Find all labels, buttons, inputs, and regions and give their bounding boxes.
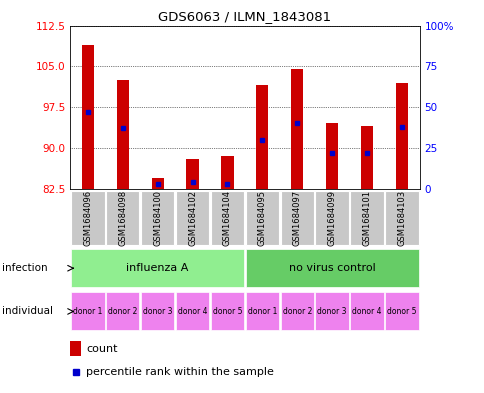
- Bar: [349, 191, 383, 245]
- Bar: [325, 123, 338, 189]
- Text: count: count: [86, 344, 117, 354]
- Text: GSM1684103: GSM1684103: [397, 190, 406, 246]
- Bar: [245, 292, 279, 331]
- Bar: [221, 156, 233, 189]
- Bar: [70, 342, 81, 356]
- Text: donor 3: donor 3: [143, 307, 172, 316]
- Bar: [245, 249, 418, 287]
- Bar: [349, 292, 383, 331]
- Text: donor 4: donor 4: [178, 307, 207, 316]
- Bar: [210, 292, 244, 331]
- Bar: [245, 191, 279, 245]
- Text: donor 1: donor 1: [247, 307, 276, 316]
- Text: influenza A: influenza A: [126, 263, 188, 273]
- Bar: [106, 292, 139, 331]
- Bar: [186, 159, 198, 189]
- Bar: [315, 292, 348, 331]
- Bar: [280, 191, 314, 245]
- Text: GSM1684097: GSM1684097: [292, 190, 301, 246]
- Bar: [384, 191, 418, 245]
- Bar: [395, 83, 408, 189]
- Bar: [175, 191, 209, 245]
- Bar: [81, 44, 94, 189]
- Text: GSM1684099: GSM1684099: [327, 190, 336, 246]
- Text: GSM1684100: GSM1684100: [153, 190, 162, 246]
- Bar: [116, 80, 129, 189]
- Bar: [71, 249, 244, 287]
- Text: donor 1: donor 1: [73, 307, 102, 316]
- Text: no virus control: no virus control: [288, 263, 375, 273]
- Text: GSM1684101: GSM1684101: [362, 190, 371, 246]
- Text: infection: infection: [2, 263, 48, 273]
- Bar: [280, 292, 314, 331]
- Text: percentile rank within the sample: percentile rank within the sample: [86, 367, 273, 377]
- Text: GSM1684104: GSM1684104: [223, 190, 231, 246]
- Bar: [384, 292, 418, 331]
- Bar: [151, 178, 164, 189]
- Text: GSM1684096: GSM1684096: [83, 190, 92, 246]
- Text: GSM1684098: GSM1684098: [118, 190, 127, 246]
- Bar: [71, 292, 105, 331]
- Text: donor 2: donor 2: [282, 307, 311, 316]
- Text: donor 2: donor 2: [108, 307, 137, 316]
- Title: GDS6063 / ILMN_1843081: GDS6063 / ILMN_1843081: [158, 10, 331, 23]
- Bar: [175, 292, 209, 331]
- Text: donor 5: donor 5: [387, 307, 416, 316]
- Bar: [360, 126, 373, 189]
- Bar: [256, 85, 268, 189]
- Bar: [140, 191, 174, 245]
- Bar: [106, 191, 139, 245]
- Text: GSM1684095: GSM1684095: [257, 190, 266, 246]
- Bar: [290, 69, 303, 189]
- Bar: [210, 191, 244, 245]
- Bar: [315, 191, 348, 245]
- Text: donor 4: donor 4: [352, 307, 381, 316]
- Text: donor 3: donor 3: [317, 307, 346, 316]
- Text: individual: individual: [2, 307, 53, 316]
- Bar: [140, 292, 174, 331]
- Text: donor 5: donor 5: [212, 307, 242, 316]
- Bar: [71, 191, 105, 245]
- Text: GSM1684102: GSM1684102: [188, 190, 197, 246]
